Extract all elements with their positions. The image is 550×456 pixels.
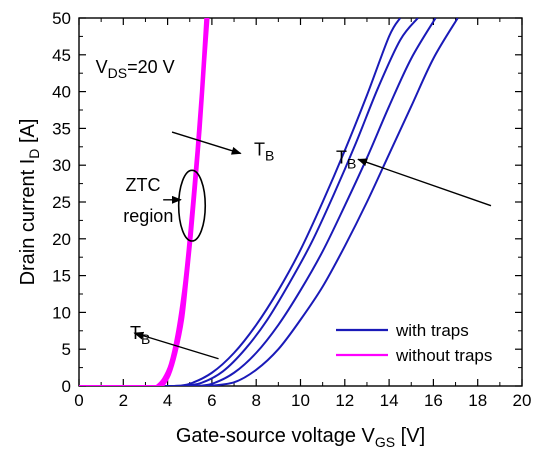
x-axis-title: Gate-source voltage VGS [V] <box>176 425 425 450</box>
vds-sub: DS <box>108 65 127 81</box>
tb-label: TB <box>254 140 274 164</box>
tb-sub: B <box>141 331 150 347</box>
x-tick-label: 6 <box>207 391 216 410</box>
series-line <box>79 18 210 386</box>
x-tick-label: 12 <box>335 391 354 410</box>
x-tick-label: 8 <box>251 391 260 410</box>
x-tick-label: 18 <box>468 391 487 410</box>
y-tick-label: 10 <box>52 303 71 322</box>
y-tick-label: 15 <box>52 267 71 286</box>
y-tick-label: 20 <box>52 230 71 249</box>
ztc-ellipse <box>177 169 207 242</box>
x-axis-title-main: Gate-source voltage V <box>176 425 376 447</box>
series-without-traps <box>79 18 210 386</box>
y-axis-title-sub: D <box>26 149 42 159</box>
y-tick-label: 5 <box>62 340 71 359</box>
vds-label: VDS=20 V <box>96 57 175 81</box>
legend-label: with traps <box>395 321 469 340</box>
x-axis-title-unit: [V] <box>395 425 425 447</box>
series-line <box>79 18 419 386</box>
y-tick-label: 40 <box>52 83 71 102</box>
x-tick-label: 2 <box>119 391 128 410</box>
x-tick-label: 14 <box>380 391 399 410</box>
ztc-label-line2: region <box>123 206 173 226</box>
vds-main: V <box>96 57 108 77</box>
tb-sub: B <box>265 148 274 164</box>
tb-arrow <box>171 131 242 155</box>
vds-rest: =20 V <box>127 57 175 77</box>
tb-arrow <box>357 158 492 207</box>
y-tick-label: 45 <box>52 46 71 65</box>
y-axis-title-main: Drain current I <box>17 159 39 286</box>
tb-label: TB <box>336 148 356 172</box>
y-tick-label: 25 <box>52 193 71 212</box>
x-tick-label: 4 <box>163 391 172 410</box>
tb-main: T <box>336 148 347 168</box>
series-line <box>79 18 207 386</box>
series-line <box>79 18 459 386</box>
x-tick-label: 10 <box>291 391 310 410</box>
x-tick-label: 20 <box>513 391 532 410</box>
series-with-traps <box>79 18 459 386</box>
series-line <box>79 18 437 386</box>
tb-arrow <box>133 331 219 360</box>
y-tick-label: 50 <box>52 9 71 28</box>
y-axis-title-unit: [A] <box>17 119 39 149</box>
series-line <box>79 18 402 386</box>
x-axis-title-sub: GS <box>375 434 395 450</box>
tb-main: T <box>254 140 265 160</box>
y-tick-label: 30 <box>52 156 71 175</box>
ztc-label-line1: ZTC <box>126 175 161 195</box>
y-axis-title: Drain current ID [A] <box>17 119 42 286</box>
legend-label: without traps <box>395 346 492 365</box>
y-tick-label: 0 <box>62 377 71 396</box>
y-tick-label: 35 <box>52 119 71 138</box>
x-tick-label: 16 <box>424 391 443 410</box>
tb-sub: B <box>347 156 356 172</box>
tb-main: T <box>130 323 141 343</box>
tb-label: TB <box>130 323 150 347</box>
x-tick-label: 0 <box>74 391 83 410</box>
